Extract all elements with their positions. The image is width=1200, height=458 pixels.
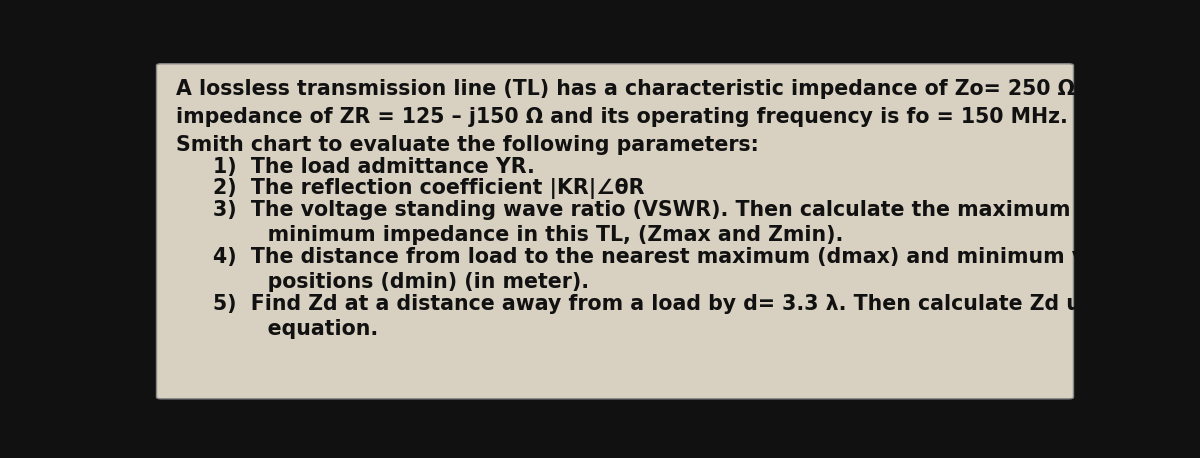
FancyBboxPatch shape xyxy=(156,64,1074,399)
Text: minimum impedance in this TL, (Zmax and Zmin).: minimum impedance in this TL, (Zmax and … xyxy=(232,225,844,245)
Text: 4)  The distance from load to the nearest maximum (dmax) and minimum voltage: 4) The distance from load to the nearest… xyxy=(214,247,1159,267)
Text: 3)  The voltage standing wave ratio (VSWR). Then calculate the maximum and: 3) The voltage standing wave ratio (VSWR… xyxy=(214,200,1121,220)
Text: 1)  The load admittance YR.: 1) The load admittance YR. xyxy=(214,157,535,177)
Text: equation.: equation. xyxy=(232,319,378,339)
Text: 5)  Find Zd at a distance away from a load by d= 3.3 λ. Then calculate Zd using : 5) Find Zd at a distance away from a loa… xyxy=(214,294,1171,314)
Text: A lossless transmission line (TL) has a characteristic impedance of Zo= 250 Ω, a: A lossless transmission line (TL) has a … xyxy=(176,79,1160,99)
Text: impedance of ZR = 125 – j150 Ω and its operating frequency is fo = 150 MHz. Use: impedance of ZR = 125 – j150 Ω and its o… xyxy=(176,107,1117,127)
Text: 2)  The reflection coefficient |KR|∠θR: 2) The reflection coefficient |KR|∠θR xyxy=(214,178,644,199)
Text: positions (dmin) (in meter).: positions (dmin) (in meter). xyxy=(232,273,589,292)
Text: Smith chart to evaluate the following parameters:: Smith chart to evaluate the following pa… xyxy=(176,135,758,155)
